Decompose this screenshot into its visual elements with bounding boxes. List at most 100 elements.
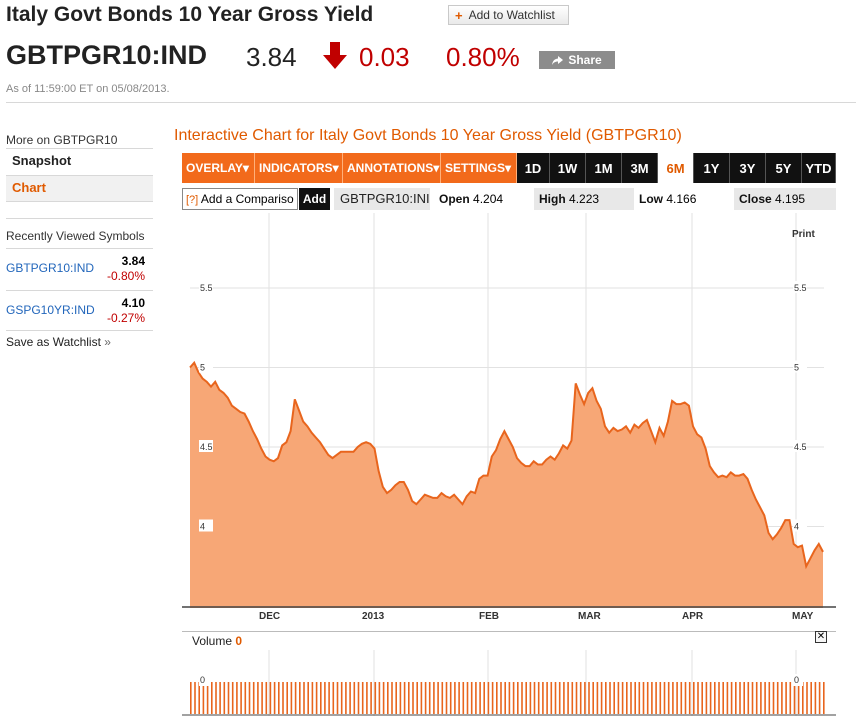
recent-symbol-link[interactable]: GSPG10YR:IND	[6, 303, 95, 317]
chart-title: Interactive Chart for Italy Govt Bonds 1…	[174, 127, 682, 144]
volume-bar	[676, 682, 678, 714]
x-tick-label: FEB	[479, 611, 499, 622]
volume-bar	[529, 682, 532, 714]
volume-bar	[320, 682, 322, 714]
volume-bar	[533, 682, 536, 714]
range-1w-button[interactable]: 1W	[550, 153, 586, 183]
volume-bar	[500, 682, 502, 714]
tick-label-bg	[199, 519, 213, 532]
caret-down-icon: ▾	[242, 161, 249, 175]
volume-bar	[575, 682, 578, 714]
tick-label-bg	[793, 360, 807, 373]
low-label: Low	[639, 192, 663, 206]
volume-bar	[642, 682, 645, 714]
share-label: Share	[568, 53, 602, 67]
volume-title: Volume	[192, 634, 233, 648]
volume-bar	[793, 682, 796, 714]
volume-bar	[458, 682, 460, 714]
list-item: GBTPGR10:IND 3.84 -0.80%	[6, 252, 153, 290]
range-6m-button[interactable]: 6M	[658, 153, 694, 183]
annotations-menu[interactable]: ANNOTATIONS ▾	[343, 153, 441, 183]
close-stat: Close 4.195	[734, 188, 836, 210]
volume-bar	[416, 682, 418, 714]
volume-bar	[307, 682, 309, 714]
volume-bar	[789, 682, 792, 714]
add-comparison-input[interactable]: [?] Add a Compariso	[182, 188, 298, 210]
close-value: 4.195	[775, 192, 806, 206]
volume-bar	[659, 682, 662, 714]
range-3m-button[interactable]: 3M	[622, 153, 658, 183]
volume-bar	[525, 682, 527, 714]
sidebar-item-snapshot[interactable]: Snapshot	[12, 153, 72, 168]
volume-bar	[755, 682, 758, 714]
range-3y-button[interactable]: 3Y	[730, 153, 766, 183]
volume-bar	[265, 682, 268, 714]
volume-bar	[684, 682, 687, 714]
as-of-timestamp: As of 11:59:00 ET on 05/08/2013.	[6, 83, 170, 95]
range-1y-button[interactable]: 1Y	[694, 153, 730, 183]
volume-bar	[215, 682, 217, 714]
high-stat: High 4.223	[534, 188, 634, 210]
volume-bar	[211, 682, 213, 714]
x-tick-label: MAR	[578, 611, 601, 622]
open-stat: Open 4.204	[434, 188, 530, 210]
volume-bar	[567, 682, 569, 714]
recent-symbol-value: 4.10	[121, 296, 145, 310]
volume-bar	[194, 682, 196, 714]
volume-bar	[768, 682, 771, 714]
add-to-watchlist-button[interactable]: + Add to Watchlist	[448, 5, 569, 25]
indicators-menu[interactable]: INDICATORS ▾	[255, 153, 343, 183]
print-button[interactable]: Print	[792, 229, 815, 240]
down-arrow-icon	[323, 42, 347, 69]
volume-bar	[278, 682, 280, 714]
low-stat: Low 4.166	[634, 188, 732, 210]
volume-bar	[324, 682, 326, 714]
tick-label-bg	[199, 281, 213, 293]
volume-bar	[701, 682, 703, 714]
range-1d-button[interactable]: 1D	[517, 153, 550, 183]
range-1m-button[interactable]: 1M	[586, 153, 622, 183]
volume-bar	[227, 682, 230, 714]
volume-bar	[730, 682, 733, 714]
volume-bar	[345, 682, 347, 714]
sidebar-item-chart[interactable]: Chart	[6, 176, 153, 201]
volume-bar	[537, 682, 540, 714]
range-ytd-button[interactable]: YTD	[802, 153, 836, 183]
volume-bar	[336, 682, 339, 714]
volume-bar	[550, 682, 553, 714]
volume-bar	[751, 682, 754, 714]
volume-bar	[588, 682, 590, 714]
plus-icon: +	[455, 7, 463, 23]
volume-bar	[651, 682, 653, 714]
settings-menu-label: SETTINGS	[445, 161, 506, 175]
volume-bar	[785, 682, 787, 714]
range-5y-button[interactable]: 5Y	[766, 153, 802, 183]
help-icon[interactable]: [?]	[186, 194, 199, 206]
recent-symbol-value: 3.84	[121, 254, 145, 268]
recent-symbol-link[interactable]: GBTPGR10:IND	[6, 261, 95, 275]
volume-bar	[261, 682, 263, 714]
y-tick-label: 4.5	[794, 442, 807, 452]
price-chart[interactable]: 4 4 4.5 4.5 5 5 5.5 5.5	[182, 213, 836, 608]
share-button[interactable]: Share	[539, 51, 615, 69]
ticker-symbol: GBTPGR10:IND	[6, 40, 208, 70]
close-icon[interactable]: ✕	[815, 631, 827, 643]
overlay-menu[interactable]: OVERLAY ▾	[182, 153, 255, 183]
y-tick-label: 4	[200, 522, 205, 532]
volume-bar	[311, 682, 314, 714]
y-tick-label: 5.5	[794, 283, 807, 293]
settings-menu[interactable]: SETTINGS ▾	[441, 153, 517, 183]
volume-bar	[290, 682, 293, 714]
divider	[6, 290, 153, 291]
tick-label-bg	[199, 440, 213, 452]
x-tick-label: MAY	[792, 611, 814, 622]
volume-bar	[563, 682, 565, 714]
add-comparison-button[interactable]: Add	[299, 188, 330, 210]
volume-bar	[667, 682, 670, 714]
series-line	[189, 360, 824, 570]
volume-bar	[374, 682, 377, 714]
last-price: 3.84	[246, 42, 297, 72]
volume-bar	[496, 682, 498, 714]
volume-bar	[403, 682, 406, 714]
save-as-watchlist-link[interactable]: Save as Watchlist »	[6, 335, 111, 349]
